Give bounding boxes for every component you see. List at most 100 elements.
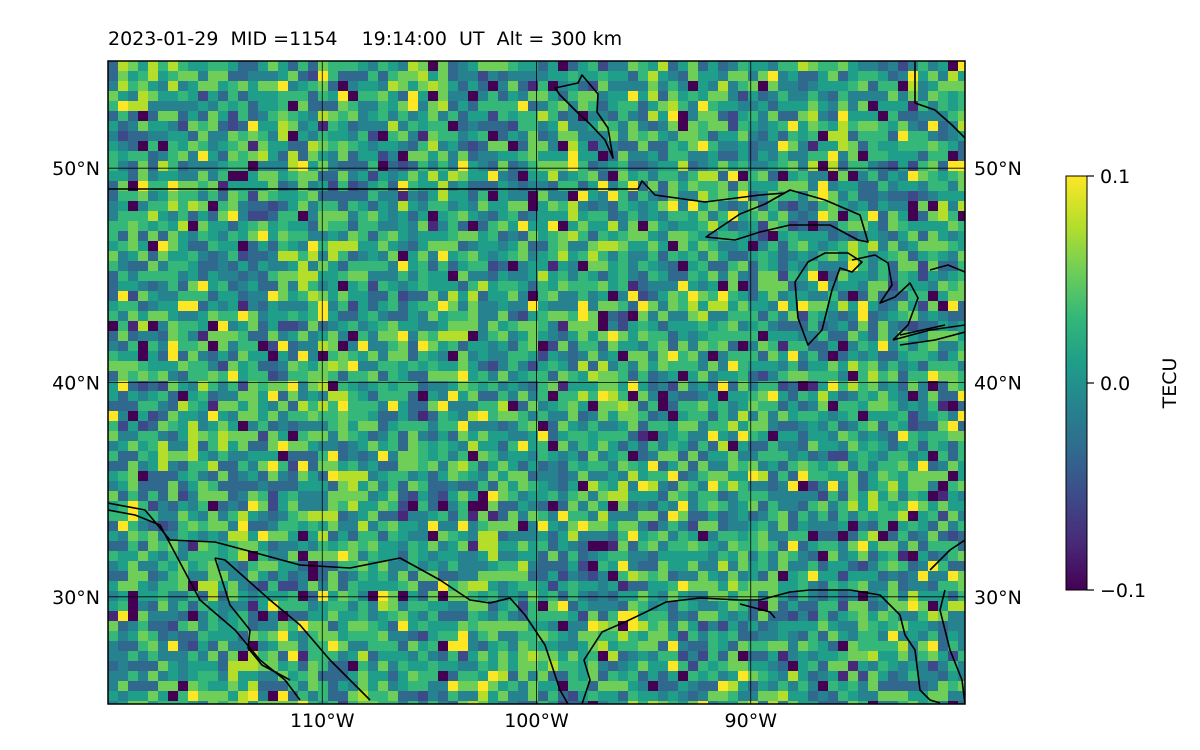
heat-cell — [758, 401, 769, 412]
heat-cell — [738, 131, 749, 142]
heat-cell — [718, 221, 729, 232]
heat-cell — [188, 441, 199, 452]
heat-cell — [478, 261, 489, 272]
heat-cell — [808, 111, 819, 122]
heat-cell — [318, 61, 329, 72]
heat-cell — [758, 521, 769, 532]
heat-cell — [708, 551, 719, 562]
heat-cell — [678, 411, 689, 422]
heat-cell — [818, 311, 829, 322]
heat-cell — [208, 171, 219, 182]
heat-cell — [878, 291, 889, 302]
heat-cell — [448, 141, 459, 152]
heat-cell — [338, 301, 349, 312]
heat-cell — [268, 291, 279, 302]
heat-cell — [878, 61, 889, 72]
heat-cell — [178, 551, 189, 562]
heat-cell — [778, 331, 789, 342]
heat-cell — [218, 171, 229, 182]
heat-cell — [248, 121, 259, 132]
heat-cell — [628, 501, 639, 512]
heat-cell — [158, 551, 169, 562]
heat-cell — [378, 571, 389, 582]
heat-cell — [108, 451, 119, 462]
heat-cell — [168, 71, 179, 82]
heat-cell — [418, 221, 429, 232]
heat-cell — [368, 591, 379, 602]
heat-cell — [678, 281, 689, 292]
heat-cell — [428, 241, 439, 252]
heat-cell — [158, 151, 169, 162]
heat-cell — [888, 281, 899, 292]
heat-cell — [498, 521, 509, 532]
heat-cell — [618, 361, 629, 372]
heat-cell — [608, 241, 619, 252]
heat-cell — [598, 161, 609, 172]
heat-cell — [278, 61, 289, 72]
heat-cell — [158, 571, 169, 582]
heat-cell — [628, 271, 639, 282]
heat-cell — [258, 391, 269, 402]
heat-cell — [188, 231, 199, 242]
heat-cell — [448, 421, 459, 432]
heat-cell — [908, 341, 919, 352]
heat-cell — [458, 511, 469, 522]
heat-cell — [778, 241, 789, 252]
heat-cell — [298, 621, 309, 632]
heat-cell — [598, 591, 609, 602]
heat-cell — [558, 471, 569, 482]
heat-cell — [228, 621, 239, 632]
heat-cell — [298, 151, 309, 162]
heat-cell — [468, 341, 479, 352]
heat-cell — [508, 551, 519, 562]
heat-cell — [918, 481, 929, 492]
heat-cell — [808, 331, 819, 342]
heat-cell — [888, 541, 899, 552]
heat-cell — [458, 271, 469, 282]
heat-cell — [148, 621, 159, 632]
heat-cell — [928, 121, 939, 132]
heat-cell — [628, 231, 639, 242]
heat-cell — [188, 151, 199, 162]
heat-cell — [268, 91, 279, 102]
heat-cell — [308, 241, 319, 252]
heat-cell — [228, 391, 239, 402]
heat-cell — [188, 61, 199, 72]
heat-cell — [728, 551, 739, 562]
heat-cell — [238, 191, 249, 202]
heat-cell — [578, 561, 589, 572]
heat-cell — [658, 301, 669, 312]
heat-cell — [268, 391, 279, 402]
heat-cell — [778, 391, 789, 402]
heat-cell — [498, 551, 509, 562]
heat-cell — [348, 91, 359, 102]
heat-cell — [848, 421, 859, 432]
heat-cell — [618, 621, 629, 632]
heat-cell — [218, 131, 229, 142]
heat-cell — [208, 631, 219, 642]
heat-cell — [388, 601, 399, 612]
heat-cell — [378, 501, 389, 512]
heat-cell — [828, 461, 839, 472]
heat-cell — [428, 71, 439, 82]
heat-cell — [268, 361, 279, 372]
heat-cell — [138, 261, 149, 272]
heat-cell — [628, 71, 639, 82]
heat-cell — [938, 201, 949, 212]
heat-cell — [468, 281, 479, 292]
heat-cell — [218, 631, 229, 642]
heat-cell — [728, 631, 739, 642]
heat-cell — [938, 61, 949, 72]
heat-cell — [138, 641, 149, 652]
heat-cell — [758, 381, 769, 392]
heat-cell — [828, 81, 839, 92]
heat-cell — [658, 231, 669, 242]
heat-cell — [738, 351, 749, 362]
heat-cell — [278, 341, 289, 352]
heat-cell — [818, 491, 829, 502]
heat-cell — [858, 621, 869, 632]
heat-cell — [938, 441, 949, 452]
heat-cell — [178, 601, 189, 612]
heat-cell — [238, 91, 249, 102]
heat-cell — [658, 621, 669, 632]
